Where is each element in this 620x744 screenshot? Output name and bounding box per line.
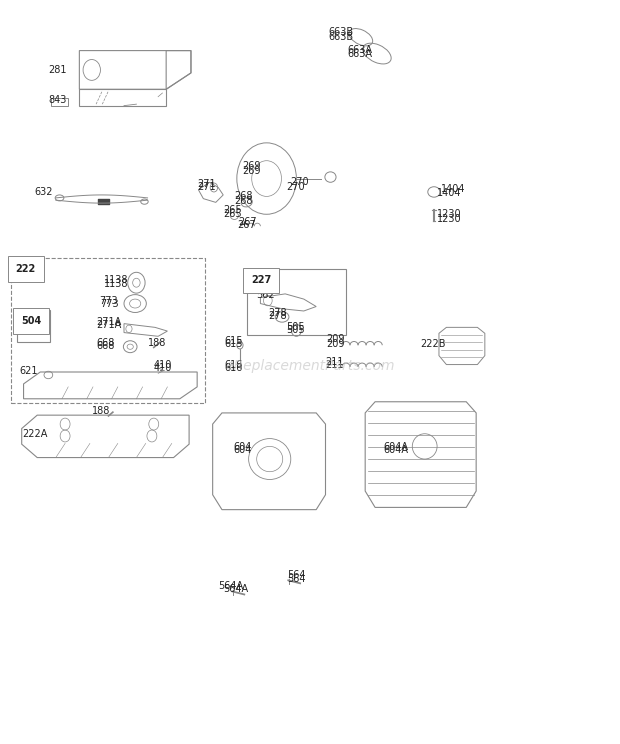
Text: 281: 281 (48, 65, 67, 75)
Text: 663B: 663B (329, 32, 354, 42)
Text: 271: 271 (197, 182, 216, 193)
Text: 773: 773 (100, 298, 119, 309)
Text: 265: 265 (223, 205, 242, 215)
Text: 267: 267 (237, 220, 255, 231)
Text: 227: 227 (251, 275, 272, 285)
Text: 615: 615 (224, 339, 243, 349)
Text: 1230: 1230 (437, 214, 462, 224)
Text: 843: 843 (48, 94, 67, 105)
Text: 505: 505 (286, 322, 305, 333)
Text: 604: 604 (234, 445, 252, 455)
Text: 604A: 604A (383, 442, 408, 452)
Text: 270: 270 (286, 182, 305, 193)
Text: 616: 616 (224, 363, 243, 373)
Text: 632: 632 (34, 187, 53, 197)
Text: 188: 188 (148, 338, 166, 348)
Text: 410: 410 (154, 363, 172, 373)
Text: 209: 209 (326, 334, 345, 344)
Text: 562: 562 (256, 289, 275, 300)
Text: 621: 621 (20, 366, 38, 376)
Text: 668: 668 (96, 338, 115, 348)
Text: 268: 268 (234, 196, 253, 206)
Text: 604: 604 (234, 442, 252, 452)
Text: 278: 278 (268, 308, 286, 318)
Text: 1404: 1404 (441, 184, 466, 194)
Text: 562: 562 (256, 286, 275, 296)
Text: 615: 615 (224, 336, 243, 346)
Text: 209: 209 (326, 339, 345, 349)
Text: 663B: 663B (329, 27, 354, 37)
Text: 188: 188 (92, 406, 110, 417)
Text: 1138: 1138 (104, 279, 129, 289)
Text: 564: 564 (288, 574, 306, 584)
Text: 1138: 1138 (104, 275, 129, 285)
Text: eReplacementParts.com: eReplacementParts.com (225, 359, 395, 373)
Text: 271: 271 (197, 179, 216, 190)
Text: 616: 616 (224, 360, 243, 371)
Text: 663A: 663A (347, 48, 372, 59)
Text: 410: 410 (154, 359, 172, 370)
Text: 269: 269 (242, 166, 260, 176)
Text: 1404: 1404 (437, 188, 462, 199)
Text: 222: 222 (16, 264, 36, 274)
Text: 222A: 222A (22, 429, 48, 440)
Text: 564: 564 (288, 570, 306, 580)
Text: 504: 504 (21, 316, 42, 326)
Text: 668: 668 (96, 341, 115, 351)
Text: 278: 278 (268, 311, 286, 321)
Text: 270: 270 (290, 177, 309, 187)
Text: 604A: 604A (383, 445, 408, 455)
Text: 564A: 564A (218, 581, 244, 591)
Text: 211: 211 (325, 359, 343, 370)
Text: 564A: 564A (223, 584, 249, 594)
Text: 265: 265 (223, 209, 242, 219)
Text: 222B: 222B (420, 339, 446, 350)
Text: 211: 211 (325, 356, 343, 367)
Text: 1230: 1230 (437, 209, 462, 219)
Text: 269: 269 (242, 161, 260, 171)
Text: 505: 505 (286, 325, 305, 336)
Text: 773: 773 (99, 295, 118, 306)
Text: 267: 267 (239, 217, 257, 227)
Text: 663A: 663A (347, 45, 372, 55)
Text: 271A: 271A (96, 320, 122, 330)
Text: 271A: 271A (96, 317, 122, 327)
Text: 268: 268 (234, 191, 253, 202)
